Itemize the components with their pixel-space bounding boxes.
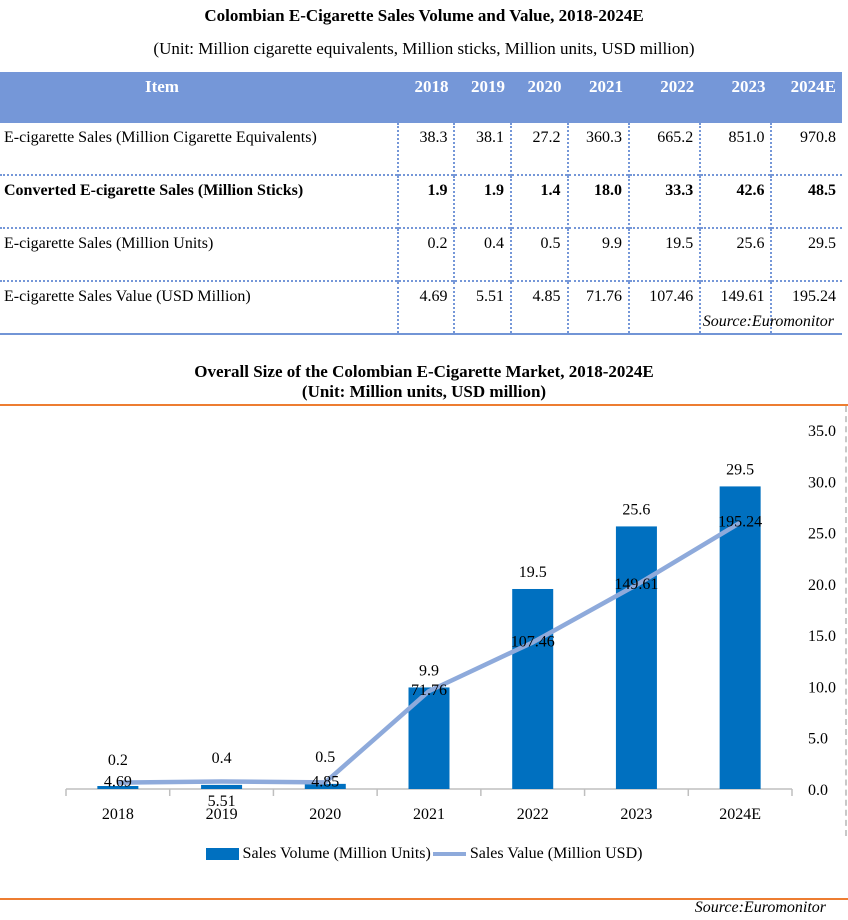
header-item: Item — [0, 72, 398, 123]
bar-sales-volume — [201, 784, 243, 789]
header-year: 2023 — [700, 72, 772, 123]
bar-sales-volume — [512, 588, 554, 789]
row-label: E-cigarette Sales Value (USD Million) — [0, 280, 398, 334]
table-cell: 0.4 — [453, 227, 511, 281]
table-cell: 9.9 — [566, 227, 629, 281]
table-row: E-cigarette Sales (Million Cigarette Equ… — [0, 123, 842, 175]
legend-label-value: Sales Value (Million USD) — [469, 845, 643, 862]
bar-sales-volume — [304, 783, 346, 789]
x-axis-tick-label: 2023 — [620, 806, 652, 823]
chart-top-rule — [0, 404, 848, 406]
table-cell: 18.0 — [566, 174, 629, 228]
header-year: 2018 — [397, 72, 455, 123]
table-cell: 33.3 — [627, 174, 701, 228]
y-axis-tick-label: 10.0 — [808, 679, 836, 696]
row-label: E-cigarette Sales (Million Cigarette Equ… — [4, 129, 317, 146]
y-axis-tick-label: 25.0 — [808, 526, 836, 543]
chart-right-border — [845, 406, 847, 836]
line-data-label: 195.24 — [718, 514, 762, 531]
table-cell: 970.8 — [770, 123, 842, 175]
y-axis-tick-label: 0.0 — [808, 782, 828, 799]
x-axis-tick-label: 2021 — [413, 806, 445, 823]
table-cell: 1.9 — [453, 174, 511, 228]
table-cell: 4.85 — [509, 280, 568, 334]
table-cell: 29.5 — [770, 227, 842, 281]
chart-title-main: Overall Size of the Colombian E-Cigarett… — [194, 362, 654, 381]
bar-data-label: 0.4 — [212, 750, 232, 767]
table-title: Colombian E-Cigarette Sales Volume and V… — [204, 6, 644, 25]
market-size-chart: 0.0 5.0 10.0 15.0 20.0 25.0 30.0 35.0 0.2 2018 0.4… — [65, 423, 836, 823]
bar-data-label: 0.5 — [315, 749, 335, 766]
table-row: E-cigarette Sales (Million Units) 0.2 0.4 0… — [0, 227, 842, 281]
bar-sales-volume — [97, 786, 139, 789]
table-cell: 25.6 — [699, 227, 772, 281]
bar-data-label: 9.9 — [419, 662, 439, 679]
bar-sales-volume — [615, 526, 657, 789]
table-row: Converted E-cigarette Sales (Million Sti… — [0, 174, 842, 228]
table-cell: 851.0 — [699, 123, 772, 175]
x-axis-tick-label: 2018 — [102, 806, 134, 823]
x-axis-tick-label: 2024E — [719, 806, 761, 823]
bar-data-label: 29.5 — [726, 461, 754, 478]
header-year: 2021 — [567, 72, 629, 123]
table-header-row: Item 2018 2019 2020 2021 2022 2023 2024E — [0, 72, 842, 123]
table-cell: 4.69 — [396, 280, 455, 334]
sales-table: Item 2018 2019 2020 2021 2022 2023 2024E… — [0, 72, 842, 335]
y-axis-tick-label: 20.0 — [808, 577, 836, 594]
y-axis-tick-label: 15.0 — [808, 628, 836, 645]
table-cell: 38.1 — [453, 123, 511, 175]
table-cell: 48.5 — [770, 174, 842, 228]
chart-title: Overall Size of the Colombian E-Cigarett… — [0, 362, 848, 402]
table-cell: 42.6 — [699, 174, 772, 228]
header-year: 2020 — [510, 72, 568, 123]
line-data-label: 4.69 — [104, 774, 132, 791]
y-axis-tick-label: 35.0 — [808, 423, 836, 440]
table-cell: 1.9 — [396, 174, 455, 228]
row-label: Converted E-cigarette Sales (Million Sti… — [0, 174, 398, 228]
table-cell: 195.24 — [770, 280, 842, 334]
bar-data-label: 25.6 — [622, 501, 650, 518]
table-cell: 0.5 — [509, 227, 568, 281]
table-subtitle: (Unit: Million cigarette equivalents, Mi… — [153, 39, 695, 58]
bar-sales-volume — [719, 486, 761, 789]
chart-legend: Sales Volume (Million Units) Sales Value… — [0, 845, 848, 863]
line-data-label: 107.46 — [511, 633, 555, 650]
legend-swatch-line — [432, 852, 466, 856]
line-data-label: 5.51 — [208, 793, 236, 810]
line-data-label: 71.76 — [411, 682, 447, 699]
chart-source: Source:Euromonitor — [694, 899, 826, 916]
row-label: E-cigarette Sales (Million Units) — [0, 227, 398, 281]
legend-label-volume: Sales Volume (Million Units) — [242, 845, 431, 862]
legend-swatch-bar — [205, 848, 239, 860]
table-cell: 107.46 — [627, 280, 701, 334]
y-axis-tick-label: 30.0 — [808, 474, 836, 491]
table-cell: 0.2 — [396, 227, 455, 281]
x-axis-tick-label: 2020 — [309, 806, 341, 823]
table-cell: 360.3 — [566, 123, 629, 175]
table-cell: 71.76 — [566, 280, 629, 334]
table-row: E-cigarette Sales Value (USD Million) 4.6… — [0, 280, 842, 334]
line-data-label: 4.85 — [311, 773, 339, 790]
line-data-label: 149.61 — [614, 576, 658, 593]
x-axis-tick-label: 2022 — [517, 806, 549, 823]
header-year: 2024E — [771, 72, 842, 123]
chart-bottom-rule — [0, 898, 848, 900]
bar-data-label: 0.2 — [108, 752, 128, 769]
table-cell: 19.5 — [627, 227, 701, 281]
chart-subtitle: (Unit: Million units, USD million) — [301, 382, 547, 401]
table-cell: 27.2 — [509, 123, 568, 175]
x-axis-tick-label: 2019 — [206, 806, 238, 823]
table-cell: 38.3 — [396, 123, 455, 175]
table-cell: 5.51 — [453, 280, 511, 334]
header-year: 2022 — [628, 72, 701, 123]
bar-data-label: 19.5 — [519, 564, 547, 581]
table-source: Source:Euromonitor — [702, 313, 834, 330]
header-year: 2019 — [454, 72, 511, 123]
y-axis-tick-label: 5.0 — [808, 731, 828, 748]
table-cell: 1.4 — [509, 174, 568, 228]
table-cell: 149.61 — [699, 280, 772, 334]
table-cell: 665.2 — [627, 123, 701, 175]
